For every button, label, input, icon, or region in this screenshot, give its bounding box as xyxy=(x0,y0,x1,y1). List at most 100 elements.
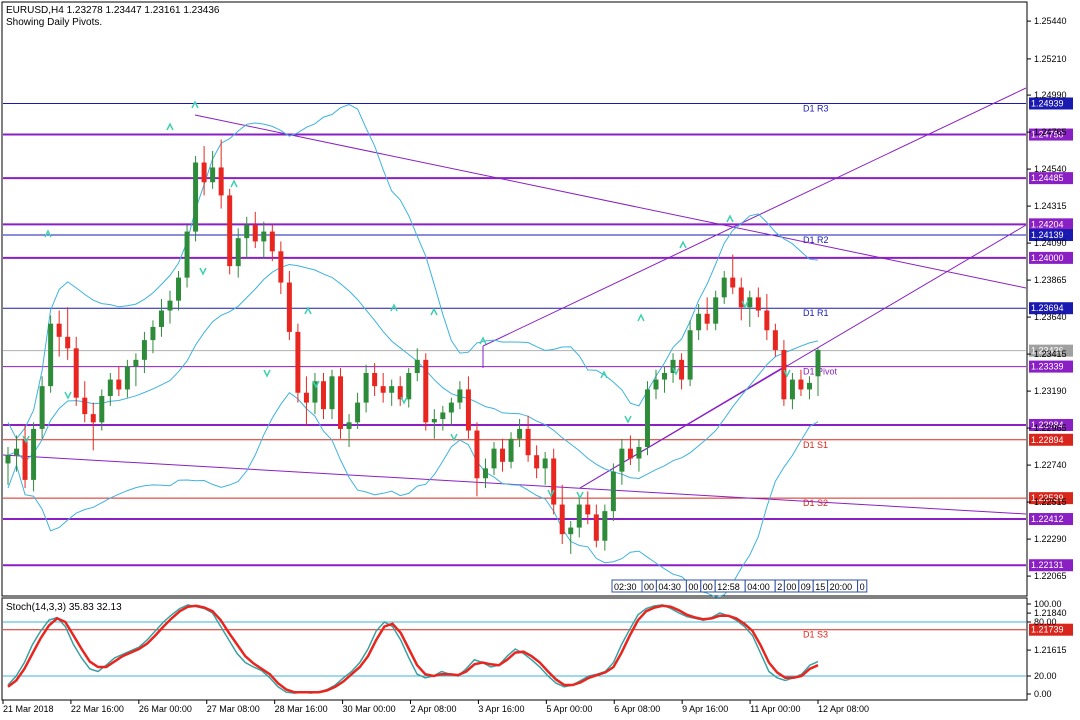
candle-body xyxy=(201,162,207,183)
fractal-up-arrow xyxy=(191,100,199,109)
level-price-box xyxy=(1029,559,1073,572)
candle-body xyxy=(320,381,326,410)
fractal-down-arrow xyxy=(263,369,271,378)
candle-body xyxy=(82,397,88,415)
toolbar-cell-label: 12:58 xyxy=(717,582,740,592)
candle-body xyxy=(696,313,702,331)
candle-body xyxy=(90,414,96,423)
candle-body xyxy=(389,386,395,393)
candle-body xyxy=(39,386,45,429)
stoch-tick-label: 20.00 xyxy=(1034,671,1057,681)
level-price-text: 1.21739 xyxy=(1031,625,1064,635)
candle-body xyxy=(56,323,62,337)
price-axis: 1.25440 1.25210 1.24990 1.24765 1.24540 1.243… xyxy=(1027,16,1067,655)
candle-body xyxy=(338,376,344,429)
level-label: D1 S2 xyxy=(803,498,828,508)
toolbar-cell-label: 04:00 xyxy=(747,582,770,592)
candle-body xyxy=(5,455,11,464)
level-price-box xyxy=(1029,229,1073,242)
candle-body xyxy=(14,448,20,456)
fractal-down-arrow xyxy=(64,391,72,400)
candle-body xyxy=(636,447,642,459)
trendline xyxy=(579,364,788,489)
candle-body xyxy=(48,323,54,387)
price-tick-label: 1.25210 xyxy=(1034,54,1067,64)
time-tick-label: 11 Apr 00:00 xyxy=(750,704,800,714)
candle-body xyxy=(414,359,420,373)
candle-body xyxy=(500,448,506,462)
fractal-up-arrow xyxy=(637,313,645,322)
candle-body xyxy=(176,277,182,301)
candle-body xyxy=(772,330,778,350)
candle-body xyxy=(397,386,403,400)
fractal-down-arrow xyxy=(22,435,30,444)
time-tick-label: 27 Mar 08:00 xyxy=(207,704,260,714)
candle-body xyxy=(303,392,309,403)
candle-body xyxy=(738,287,744,308)
candle-body xyxy=(440,412,446,420)
fractal-up-arrow xyxy=(230,179,238,188)
candle-body xyxy=(286,282,292,332)
fractal-down-arrow xyxy=(624,415,632,424)
candle-body xyxy=(372,373,378,387)
fractal-down-arrow xyxy=(199,267,207,276)
price-tick-label: 1.24315 xyxy=(1034,201,1067,211)
level-label: D1 R2 xyxy=(803,235,829,245)
price-tick-label: 1.24765 xyxy=(1034,127,1067,137)
level-price-text: 1.24000 xyxy=(1031,253,1064,263)
candle-body xyxy=(31,428,37,480)
candle-body xyxy=(721,277,727,298)
candle-body xyxy=(312,381,318,403)
level-price-box xyxy=(1029,172,1073,185)
candle-body xyxy=(525,428,531,456)
candle-body xyxy=(517,428,523,439)
level-price-box xyxy=(1029,218,1073,231)
candle-body xyxy=(210,167,216,183)
toolbar-cell-label: 20:00 xyxy=(830,582,853,592)
fractal-up-arrow xyxy=(726,214,734,223)
level-price-text: 1.22131 xyxy=(1031,560,1064,570)
time-tick-label: 28 Mar 16:00 xyxy=(275,704,328,714)
candle-body xyxy=(235,238,241,267)
time-toolbar[interactable]: 02:30 00 04:30 00 00 12:58 04:00 2 00 09 15 20:00 0 xyxy=(611,579,868,593)
candle-body xyxy=(158,310,164,327)
fractal-up-arrow xyxy=(304,306,312,315)
level-price-text: 1.24939 xyxy=(1031,98,1064,108)
candle-body xyxy=(22,438,28,480)
fractal-up-arrow xyxy=(166,122,174,131)
candle-body xyxy=(227,195,233,267)
candle-body xyxy=(346,422,352,429)
candle-body xyxy=(465,389,471,431)
candle-body xyxy=(99,396,105,423)
candle-body xyxy=(627,448,633,459)
level-price-box xyxy=(1029,360,1073,373)
price-tick-label: 1.22065 xyxy=(1034,571,1067,581)
candle-body xyxy=(150,326,156,341)
candle-body xyxy=(124,366,130,390)
fractal-up-arrow xyxy=(390,303,398,312)
trendlines xyxy=(2,87,1027,515)
candle-body xyxy=(278,251,284,283)
price-tick-label: 1.21615 xyxy=(1034,645,1067,655)
toolbar-cell-label: 00 xyxy=(703,582,713,592)
time-tick-label: 21 Mar 2018 xyxy=(3,704,54,714)
candle-body xyxy=(73,348,79,398)
level-price-text: 1.22412 xyxy=(1031,514,1064,524)
symbol-header: EURUSD,H4 1.23278 1.23447 1.23161 1.2343… xyxy=(6,5,220,16)
fractal-down-arrow xyxy=(547,489,555,498)
toolbar-cell-label: 02:30 xyxy=(614,582,637,592)
candle-body xyxy=(653,379,659,390)
price-tick-label: 1.22965 xyxy=(1034,423,1067,433)
toolbar-cell-label: 09 xyxy=(801,582,811,592)
fractal-arrows xyxy=(22,100,791,500)
toolbar-cell[interactable] xyxy=(857,579,868,593)
candle-body xyxy=(244,225,250,239)
time-tick-label: 6 Apr 08:00 xyxy=(614,704,660,714)
stoch-tick-label: 100.00 xyxy=(1034,599,1062,609)
time-tick-label: 12 Apr 08:00 xyxy=(818,704,869,714)
price-tick-label: 1.23190 xyxy=(1034,386,1067,396)
candle-body xyxy=(363,373,369,403)
stoch-label: Stoch(14,3,3) 35.83 32.13 xyxy=(6,602,122,613)
price-tick-label: 1.24540 xyxy=(1034,164,1067,174)
level-price-box xyxy=(1029,433,1073,446)
